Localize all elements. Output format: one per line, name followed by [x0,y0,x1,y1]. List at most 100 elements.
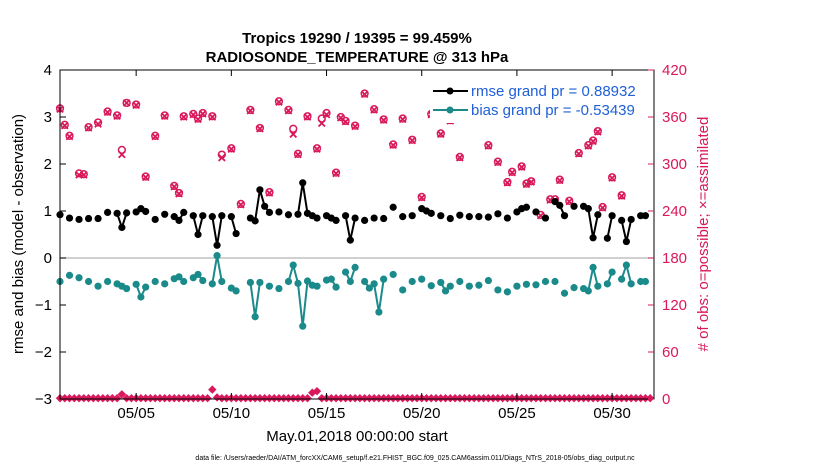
y-tick-label-right: 420 [662,62,687,79]
rmse-point [194,230,202,239]
rmse-point [113,209,121,217]
rejected-obs-point [274,394,284,403]
assimilated-obs-point [294,150,302,159]
bias-point [294,279,302,287]
assimilated-obs-point [84,124,93,132]
possible-obs-point [584,141,593,150]
assimilated-obs-point [94,120,102,128]
bias-point [299,322,307,330]
possible-obs-point [84,123,93,132]
y-tick-label-right: 300 [662,156,687,173]
rejected-obs-point [631,394,641,403]
bias-point [161,280,169,288]
assimilated-obs-point [417,193,426,202]
possible-obs-point [236,199,246,209]
possible-obs-point [574,148,583,158]
rejected-obs-point [346,394,355,403]
rejected-obs-point [70,394,79,403]
assimilated-obs-point [389,141,398,150]
bias-point [446,282,454,290]
bias-point [194,270,202,279]
rejected-obs-point [203,394,212,403]
rejected-obs-point [365,394,374,403]
x-tick-label: 05/30 [593,405,631,422]
assimilated-obs-point [503,178,512,187]
bias-point [361,277,369,286]
rejected-obs-point [427,394,436,403]
rmse-point [641,212,650,220]
rejected-obs-point [488,394,498,403]
possible-obs-point [93,118,103,127]
bias-point [608,268,616,276]
y-tick-label-left: 2 [44,156,52,173]
rmse-point [427,209,435,217]
rmse-point [556,201,564,209]
rejected-obs-point [560,394,569,403]
assimilated-obs-point [508,168,516,177]
rmse-point [251,217,259,225]
bias-point [627,280,635,288]
assimilated-obs-point [246,106,255,115]
assimilated-obs-point [517,163,526,171]
bias-point [594,282,602,290]
rejected-obs-point [593,394,603,403]
assimilated-obs-point [594,128,602,136]
bias-point [584,287,592,295]
rmse-point [361,216,369,224]
possible-obs-point [112,111,122,120]
rejected-obs-point [236,394,246,403]
bias-point [132,280,140,288]
possible-obs-point [265,188,274,197]
rejected-obs-point [255,394,265,403]
possible-obs-point [617,191,626,200]
possible-obs-point [132,100,141,109]
bias-point [256,278,264,287]
assimilated-obs-point [494,158,502,167]
possible-obs-point [170,181,179,191]
legend-bias-marker [446,106,454,114]
x-tick-label: 05/15 [308,405,346,422]
x-tick-label: 05/20 [403,405,441,422]
rejected-obs-point [536,394,545,403]
assimilated-obs-point [141,173,150,182]
y-tick-label-right: 180 [662,250,687,267]
rejected-obs-point [507,394,517,403]
rmse-point [65,214,74,222]
bias-point [408,277,416,286]
rmse-point [522,203,531,211]
possible-obs-point [284,105,293,115]
rejected-obs-point [298,394,307,403]
bias-point [484,276,492,285]
possible-obs-point [565,196,574,205]
rejected-obs-point [136,394,146,403]
plot-frame [59,69,655,400]
y-tick-label-left: −3 [35,391,52,408]
bias-point [341,268,350,276]
bias-point [370,280,378,288]
bias-point [313,282,321,290]
possible-obs-point [369,105,379,114]
rejected-obs-point [527,394,536,403]
rejected-obs-point [612,394,622,403]
possible-obs-point [389,140,398,149]
tick-layer: 05/05 05/10 05/15 05/20 05/25 05/30 −3 −2 −1 0 1 2 3… [35,62,687,422]
rejected-obs-point [269,394,279,403]
possible-obs-point [408,135,417,144]
rejected-obs-point [408,394,417,403]
legend-rmse-marker [446,87,454,95]
possible-obs-point [246,105,255,115]
possible-obs-point [503,177,512,187]
possible-obs-point [60,120,69,129]
possible-obs-point [517,162,526,171]
assimilated-obs-point [170,182,179,191]
rejected-obs-point [127,394,136,403]
possible-obs-point [598,202,607,212]
rejected-obs-point [89,394,98,403]
bias-point [589,263,597,271]
assimilated-obs-point [265,189,274,197]
rejected-obs-point [174,394,184,403]
bias-point [603,280,611,288]
possible-obs-point [588,136,598,145]
possible-obs-point [122,98,131,108]
rmse-point [484,213,492,221]
